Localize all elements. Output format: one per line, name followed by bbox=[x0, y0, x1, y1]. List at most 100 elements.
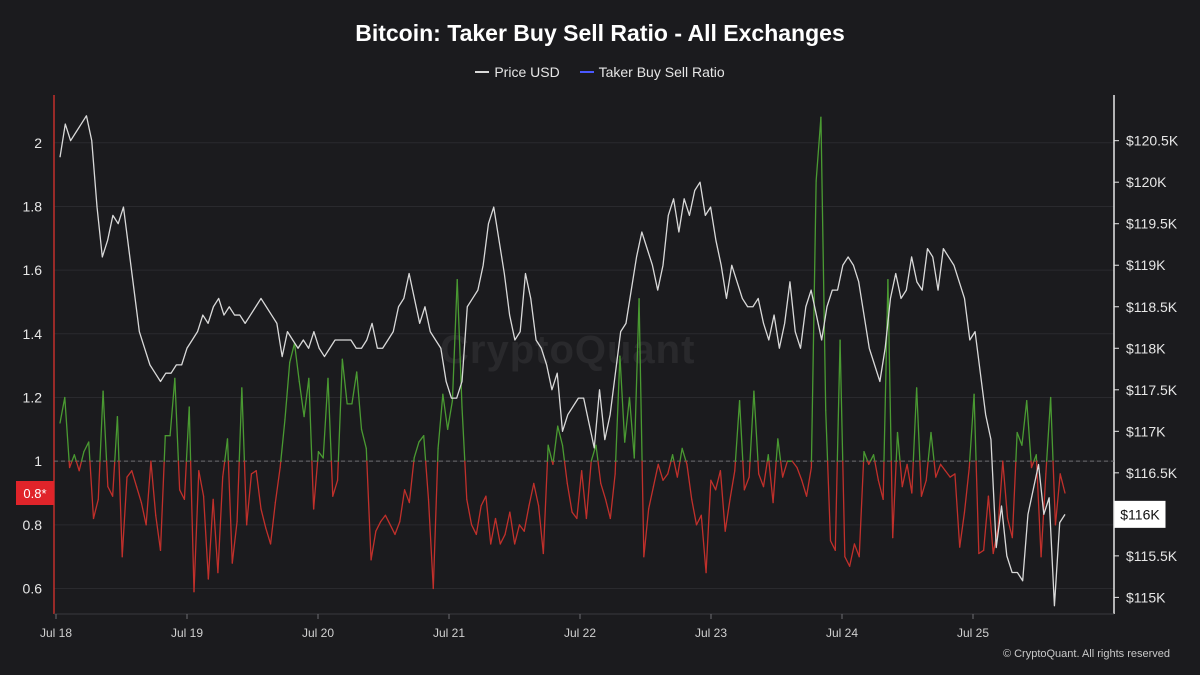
ratio-segment bbox=[734, 400, 741, 462]
ratio-segment bbox=[169, 377, 176, 437]
ratio-segment bbox=[118, 460, 123, 558]
ratio-segment bbox=[600, 482, 607, 501]
ratio-segment bbox=[533, 482, 540, 507]
ratio-segment bbox=[316, 450, 320, 462]
ratio-segment bbox=[935, 463, 942, 478]
ratio-segment bbox=[949, 473, 956, 478]
ratio-segment bbox=[749, 390, 755, 462]
ratio-segment bbox=[615, 355, 621, 462]
watermark: CryptoQuant bbox=[440, 328, 696, 372]
ratio-segment bbox=[997, 460, 1004, 529]
ratio-segment bbox=[801, 479, 808, 497]
x-tick-label: Jul 24 bbox=[826, 626, 858, 640]
ratio-segment bbox=[679, 447, 683, 462]
ratio-segment bbox=[810, 180, 817, 462]
ratio-segment bbox=[1006, 517, 1014, 539]
ratio-segment bbox=[255, 470, 262, 510]
current-ratio-label: 0.8* bbox=[23, 486, 46, 501]
ratio-segment bbox=[243, 460, 248, 526]
x-tick-label: Jul 18 bbox=[40, 626, 72, 640]
ratio-segment bbox=[820, 116, 827, 411]
ratio-segment bbox=[222, 460, 226, 478]
ratio-segment bbox=[561, 444, 566, 462]
ratio-segment bbox=[767, 454, 770, 462]
ratio-segment bbox=[829, 540, 836, 551]
ratio-segment bbox=[748, 460, 751, 478]
right-tick-label: $115K bbox=[1126, 589, 1166, 605]
ratio-segment bbox=[919, 460, 923, 497]
ratio-segment bbox=[370, 530, 377, 561]
ratio-segment bbox=[899, 460, 903, 488]
ratio-segment bbox=[872, 454, 876, 462]
ratio-segment bbox=[480, 495, 487, 507]
legend-swatch-ratio bbox=[579, 71, 594, 73]
ratio-segment bbox=[975, 460, 980, 555]
ratio-segment bbox=[686, 463, 693, 501]
ratio-segment bbox=[298, 380, 305, 418]
price-line bbox=[59, 115, 1066, 607]
right-tick-label: $120K bbox=[1126, 174, 1167, 190]
ratio-segment bbox=[657, 463, 664, 481]
ratio-segment bbox=[284, 361, 291, 421]
ratio-segment bbox=[111, 460, 116, 497]
left-tick-label: 0.6 bbox=[23, 581, 43, 597]
ratio-segment bbox=[135, 485, 143, 504]
ratio-segment bbox=[863, 450, 869, 462]
x-tick-label: Jul 21 bbox=[433, 626, 465, 640]
ratio-segment bbox=[360, 428, 367, 450]
ratio-segment bbox=[915, 387, 921, 462]
ratio-segment bbox=[490, 517, 497, 545]
ratio-segment bbox=[700, 514, 707, 574]
ratio-segment bbox=[1002, 460, 1009, 520]
ratio-segment bbox=[97, 460, 101, 501]
ratio-segment bbox=[641, 460, 645, 558]
ratio-segment bbox=[542, 460, 549, 555]
legend-item-price[interactable]: Price USD bbox=[475, 64, 560, 80]
ratio-segment bbox=[413, 441, 420, 459]
x-tick-label: Jul 25 bbox=[957, 626, 989, 640]
ratio-segment bbox=[68, 460, 73, 469]
ratio-segment bbox=[825, 409, 829, 462]
ratio-segment bbox=[80, 450, 85, 462]
ratio-segment bbox=[681, 447, 687, 462]
legend-item-ratio[interactable]: Taker Buy Sell Ratio bbox=[579, 64, 725, 80]
ratio-segment bbox=[499, 533, 506, 545]
ratio-segment bbox=[330, 460, 334, 497]
ratio-segment bbox=[424, 460, 430, 501]
ratio-segment bbox=[75, 460, 80, 472]
ratio-segment bbox=[563, 460, 568, 485]
right-tick-label: $118.5K bbox=[1126, 299, 1178, 315]
ratio-segment bbox=[185, 406, 190, 462]
ratio-segment bbox=[954, 473, 961, 548]
ratio-segment bbox=[839, 339, 844, 462]
ratio-segment bbox=[322, 377, 329, 459]
x-tick-label: Jul 23 bbox=[695, 626, 727, 640]
ratio-segment bbox=[312, 460, 319, 510]
ratio-segment bbox=[1046, 396, 1052, 462]
ratio-segment bbox=[920, 479, 927, 497]
ratio-segment bbox=[777, 438, 782, 462]
right-tick-label: $119K bbox=[1126, 257, 1166, 273]
ratio-segment bbox=[504, 511, 511, 536]
ratio-segment bbox=[470, 524, 478, 536]
ratio-segment bbox=[1054, 473, 1061, 526]
chart-title: Bitcoin: Taker Buy Sell Ratio - All Exch… bbox=[355, 20, 845, 46]
ratio-segment bbox=[99, 390, 104, 462]
ratio-segment bbox=[231, 521, 238, 564]
ratio-segment bbox=[375, 521, 382, 532]
ratio-segment bbox=[178, 489, 186, 501]
ratio-segment bbox=[912, 387, 918, 462]
ratio-segment bbox=[580, 470, 588, 520]
ratio-segment bbox=[1016, 431, 1023, 446]
ratio-segment bbox=[836, 339, 841, 462]
ratio-segment bbox=[779, 460, 784, 478]
ratio-segment bbox=[911, 460, 914, 494]
ratio-segment bbox=[705, 479, 712, 574]
ratio-segment bbox=[193, 470, 200, 593]
right-tick-label: $117K bbox=[1126, 423, 1166, 439]
ratio-segment bbox=[758, 473, 765, 488]
ratio-segment bbox=[308, 377, 313, 462]
ratio-segment bbox=[150, 460, 157, 516]
ratio-segment bbox=[198, 470, 205, 497]
ratio-segment bbox=[311, 460, 315, 510]
